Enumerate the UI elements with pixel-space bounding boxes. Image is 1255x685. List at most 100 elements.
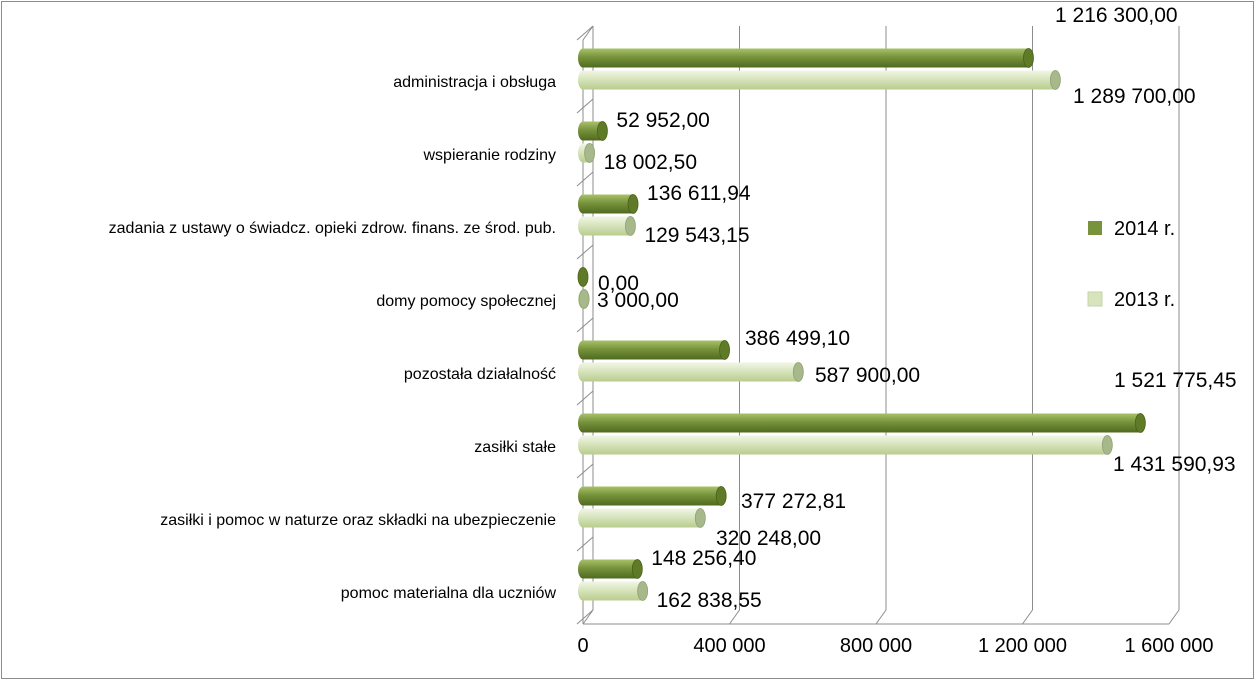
bar-body [583, 559, 638, 579]
data-label: 129 543,15 [644, 224, 749, 247]
y-axis-tick [576, 98, 594, 114]
y-axis-tick [576, 463, 594, 479]
data-label: 1 216 300,00 [1055, 4, 1178, 27]
bar-2013 [578, 143, 595, 163]
data-label: 320 248,00 [716, 527, 821, 550]
bar-2014 [578, 194, 639, 214]
bar-2013 [578, 70, 1061, 90]
category-label: wspieranie rodziny [422, 147, 556, 164]
bar-2014 [578, 413, 1146, 433]
bar-end-cap [715, 486, 727, 506]
bar-start-cap [578, 581, 588, 601]
floor-gridline [729, 609, 740, 625]
bar-2014 [578, 48, 1034, 68]
bar-2013 [578, 435, 1113, 455]
bar-2013 [578, 289, 590, 309]
bar-body [583, 194, 634, 214]
bar-end-cap [637, 581, 649, 601]
bar-body [583, 340, 725, 360]
data-label: 136 611,94 [647, 182, 751, 205]
bar-end-cap [631, 559, 643, 579]
bar-2014 [577, 267, 589, 287]
category-label: zasiłki i pomoc w naturze oraz składki n… [160, 512, 556, 529]
bar-body [583, 216, 631, 236]
bar-start-cap [578, 508, 588, 528]
x-tick-label: 0 [577, 635, 588, 657]
bar-end-cap [627, 194, 639, 214]
bar-body [583, 508, 701, 528]
bar-body [583, 362, 799, 382]
bar-start-cap [578, 121, 588, 141]
bar-start-cap [578, 48, 588, 68]
bar-start-cap [578, 194, 588, 214]
bar-body [583, 486, 722, 506]
bar-2014 [578, 486, 727, 506]
bar-start-cap [578, 70, 588, 90]
data-label: 52 952,00 [616, 109, 709, 132]
data-label: 377 272,81 [741, 490, 846, 513]
x-tick-label: 1 600 000 [1125, 635, 1214, 657]
y-axis-tick [576, 536, 594, 552]
bar-start-cap [578, 340, 588, 360]
bar-body [583, 413, 1141, 433]
bar-body [583, 581, 643, 601]
data-label: 1 431 590,93 [1113, 453, 1236, 476]
y-axis-tick [576, 317, 594, 333]
bar-2013 [578, 581, 649, 601]
category-label: administracja i obsługa [393, 74, 556, 91]
bar-end-cap [1101, 435, 1113, 455]
data-label: 162 838,55 [657, 589, 762, 612]
category-label: pozostała działalność [404, 366, 556, 383]
data-label: 148 256,40 [651, 547, 756, 570]
data-label: 587 900,00 [815, 364, 920, 387]
bar-2013 [578, 362, 804, 382]
category-label: zasiłki stałe [474, 439, 556, 456]
data-label: 0,00 [598, 272, 639, 295]
y-axis-tick [576, 390, 594, 406]
bar-2013 [578, 216, 636, 236]
legend-swatch [1087, 291, 1103, 307]
y-axis-tick [576, 609, 594, 625]
bar-end-cap [577, 267, 589, 287]
bar-start-cap [578, 216, 588, 236]
bar-body [583, 48, 1029, 68]
x-tick-label: 800 000 [840, 635, 912, 657]
bar-end-cap [596, 121, 608, 141]
floor-gridline [582, 609, 594, 625]
bar-2014 [578, 121, 608, 141]
data-label: 1 289 700,00 [1073, 85, 1196, 108]
bar-end-cap [1049, 70, 1061, 90]
bar-2014 [578, 340, 730, 360]
bar-end-cap [584, 143, 595, 163]
bar-start-cap [578, 362, 588, 382]
category-label: zadania z ustawy o świadcz. opieki zdrow… [109, 220, 556, 237]
bar-2014 [578, 559, 643, 579]
bar-start-cap [578, 559, 588, 579]
y-axis-tick [576, 25, 594, 41]
bar-body [583, 435, 1108, 455]
bar-end-cap [1023, 48, 1034, 68]
bar-start-cap [578, 486, 588, 506]
bar-end-cap [625, 216, 636, 236]
bar-start-cap [578, 413, 588, 433]
y-axis-tick [576, 171, 594, 187]
bar-body [583, 121, 603, 141]
y-axis-top-edge [582, 25, 594, 41]
floor-gridline [1022, 609, 1033, 625]
data-label: 3 000,00 [597, 289, 679, 312]
bar-end-cap [1134, 413, 1146, 433]
bar-start-cap [578, 435, 588, 455]
data-label: 1 521 775,45 [1114, 369, 1237, 392]
bar-body [583, 70, 1056, 90]
x-tick-label: 1 200 000 [978, 635, 1067, 657]
legend-label: 2014 r. [1114, 218, 1175, 240]
bar-2013 [578, 508, 706, 528]
floor-gridline [1168, 609, 1180, 625]
data-label: 386 499,10 [745, 327, 850, 350]
bar-end-cap [694, 508, 706, 528]
bar-end-cap [792, 362, 804, 382]
bar-end-cap [578, 289, 590, 309]
legend-swatch [1088, 221, 1102, 235]
